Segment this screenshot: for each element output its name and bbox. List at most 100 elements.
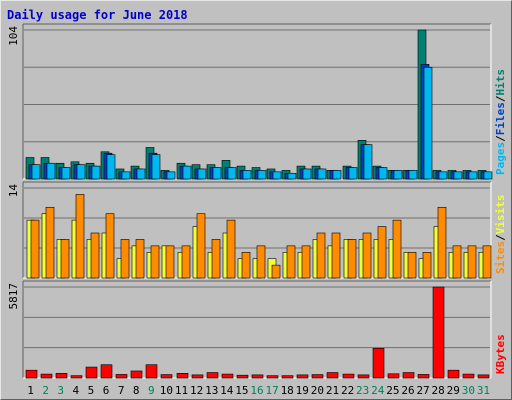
bar-pages-15 [242,170,252,180]
bar-kbytes-27 [417,374,430,379]
bar-pages-25 [393,170,403,180]
bar-kbytes-13 [206,372,219,379]
bar-pages-27 [423,66,433,180]
bar-pages-8 [136,168,146,180]
bar-pages-10 [166,171,176,180]
bar-pages-22 [348,167,358,180]
x-tick-label-3: 3 [57,384,64,397]
x-tick-label-19: 19 [296,384,309,397]
x-tick-label-21: 21 [326,384,339,397]
bar-kbytes-9 [145,364,158,379]
bar-pages-3 [61,167,71,180]
bar-kbytes-18 [281,375,294,379]
legend-sites: Sites [494,241,507,274]
bar-kbytes-20 [311,374,324,379]
bar-pages-18 [287,172,297,180]
bar-kbytes-16 [251,374,264,379]
bar-kbytes-30 [462,373,475,379]
bar-pages-14 [227,167,237,180]
x-tick-label-4: 4 [73,384,80,397]
bar-sites-4 [75,194,85,279]
legend-hits: Hits [494,69,507,96]
x-tick-label-26: 26 [401,384,414,397]
bar-pages-26 [408,170,418,180]
bar-kbytes-25 [387,373,400,379]
bar-pages-30 [468,171,478,180]
bar-pages-21 [332,170,342,180]
bar-sites-28 [437,206,447,279]
x-tick-label-29: 29 [447,384,460,397]
legend-visits-sites: Sites/Visits [494,195,507,275]
x-tick-label-30: 30 [462,384,475,397]
bar-sites-30 [467,245,477,279]
bar-kbytes-22 [342,373,355,379]
bar-pages-29 [453,171,463,180]
bar-sites-16 [256,245,266,279]
legend-separator: / [494,234,507,241]
x-tick-label-14: 14 [220,384,234,397]
bar-pages-5 [91,165,101,180]
bar-pages-31 [483,171,493,180]
x-tick-label-17: 17 [265,384,278,397]
bar-pages-4 [76,164,86,180]
bar-sites-25 [392,219,402,279]
bar-pages-16 [257,170,267,180]
x-tick-label-1: 1 [27,384,34,397]
bar-sites-8 [135,239,145,279]
bar-kbytes-7 [115,374,128,379]
bar-pages-7 [121,171,131,180]
x-tick-label-15: 15 [235,384,248,397]
bar-kbytes-31 [477,374,490,379]
bar-kbytes-8 [130,370,143,379]
x-tick-label-31: 31 [477,384,490,397]
bar-kbytes-23 [357,374,370,379]
bar-pages-11 [182,165,192,180]
bar-kbytes-19 [296,374,309,379]
bar-sites-23 [362,232,372,279]
legend-pages: Pages [494,142,507,175]
bar-kbytes-10 [160,374,173,379]
legend-hits-files-pages: Pages/Files/Hits [494,69,507,175]
bar-pages-19 [302,168,312,180]
bar-sites-21 [331,232,341,279]
legend-kbytes: KBytes [494,334,507,374]
bar-kbytes-21 [326,372,339,379]
x-tick-label-27: 27 [416,384,429,397]
x-tick-label-24: 24 [371,384,385,397]
legend-kbytes: KBytes [494,334,507,374]
bar-sites-10 [165,245,175,279]
bar-sites-24 [377,226,387,279]
legend-visits: Visits [494,195,507,235]
bar-pages-13 [212,167,222,180]
bar-sites-3 [60,239,70,279]
bar-pages-20 [317,168,327,180]
x-tick-label-9: 9 [148,384,155,397]
bar-sites-13 [211,239,221,279]
bar-sites-18 [286,245,296,279]
bar-sites-20 [316,232,326,279]
bar-pages-24 [378,167,388,180]
x-tick-label-13: 13 [205,384,218,397]
bar-sites-29 [452,245,462,279]
bar-kbytes-11 [176,373,189,379]
bar-kbytes-24 [372,347,385,379]
bar-sites-11 [181,245,191,279]
legend-files: Files [494,102,507,135]
bar-kbytes-15 [236,374,249,379]
bar-sites-19 [301,245,311,279]
bar-pages-2 [46,162,56,180]
bar-kbytes-17 [266,375,279,379]
bar-kbytes-12 [191,374,204,379]
bar-kbytes-3 [55,373,68,379]
x-tick-label-20: 20 [311,384,324,397]
x-tick-label-18: 18 [281,384,294,397]
x-tick-label-11: 11 [175,384,188,397]
x-tick-label-5: 5 [88,384,95,397]
bar-sites-5 [90,232,100,279]
bar-sites-6 [105,213,115,279]
bar-kbytes-1 [25,369,38,379]
bar-sites-17 [271,264,281,279]
x-tick-label-10: 10 [160,384,173,397]
